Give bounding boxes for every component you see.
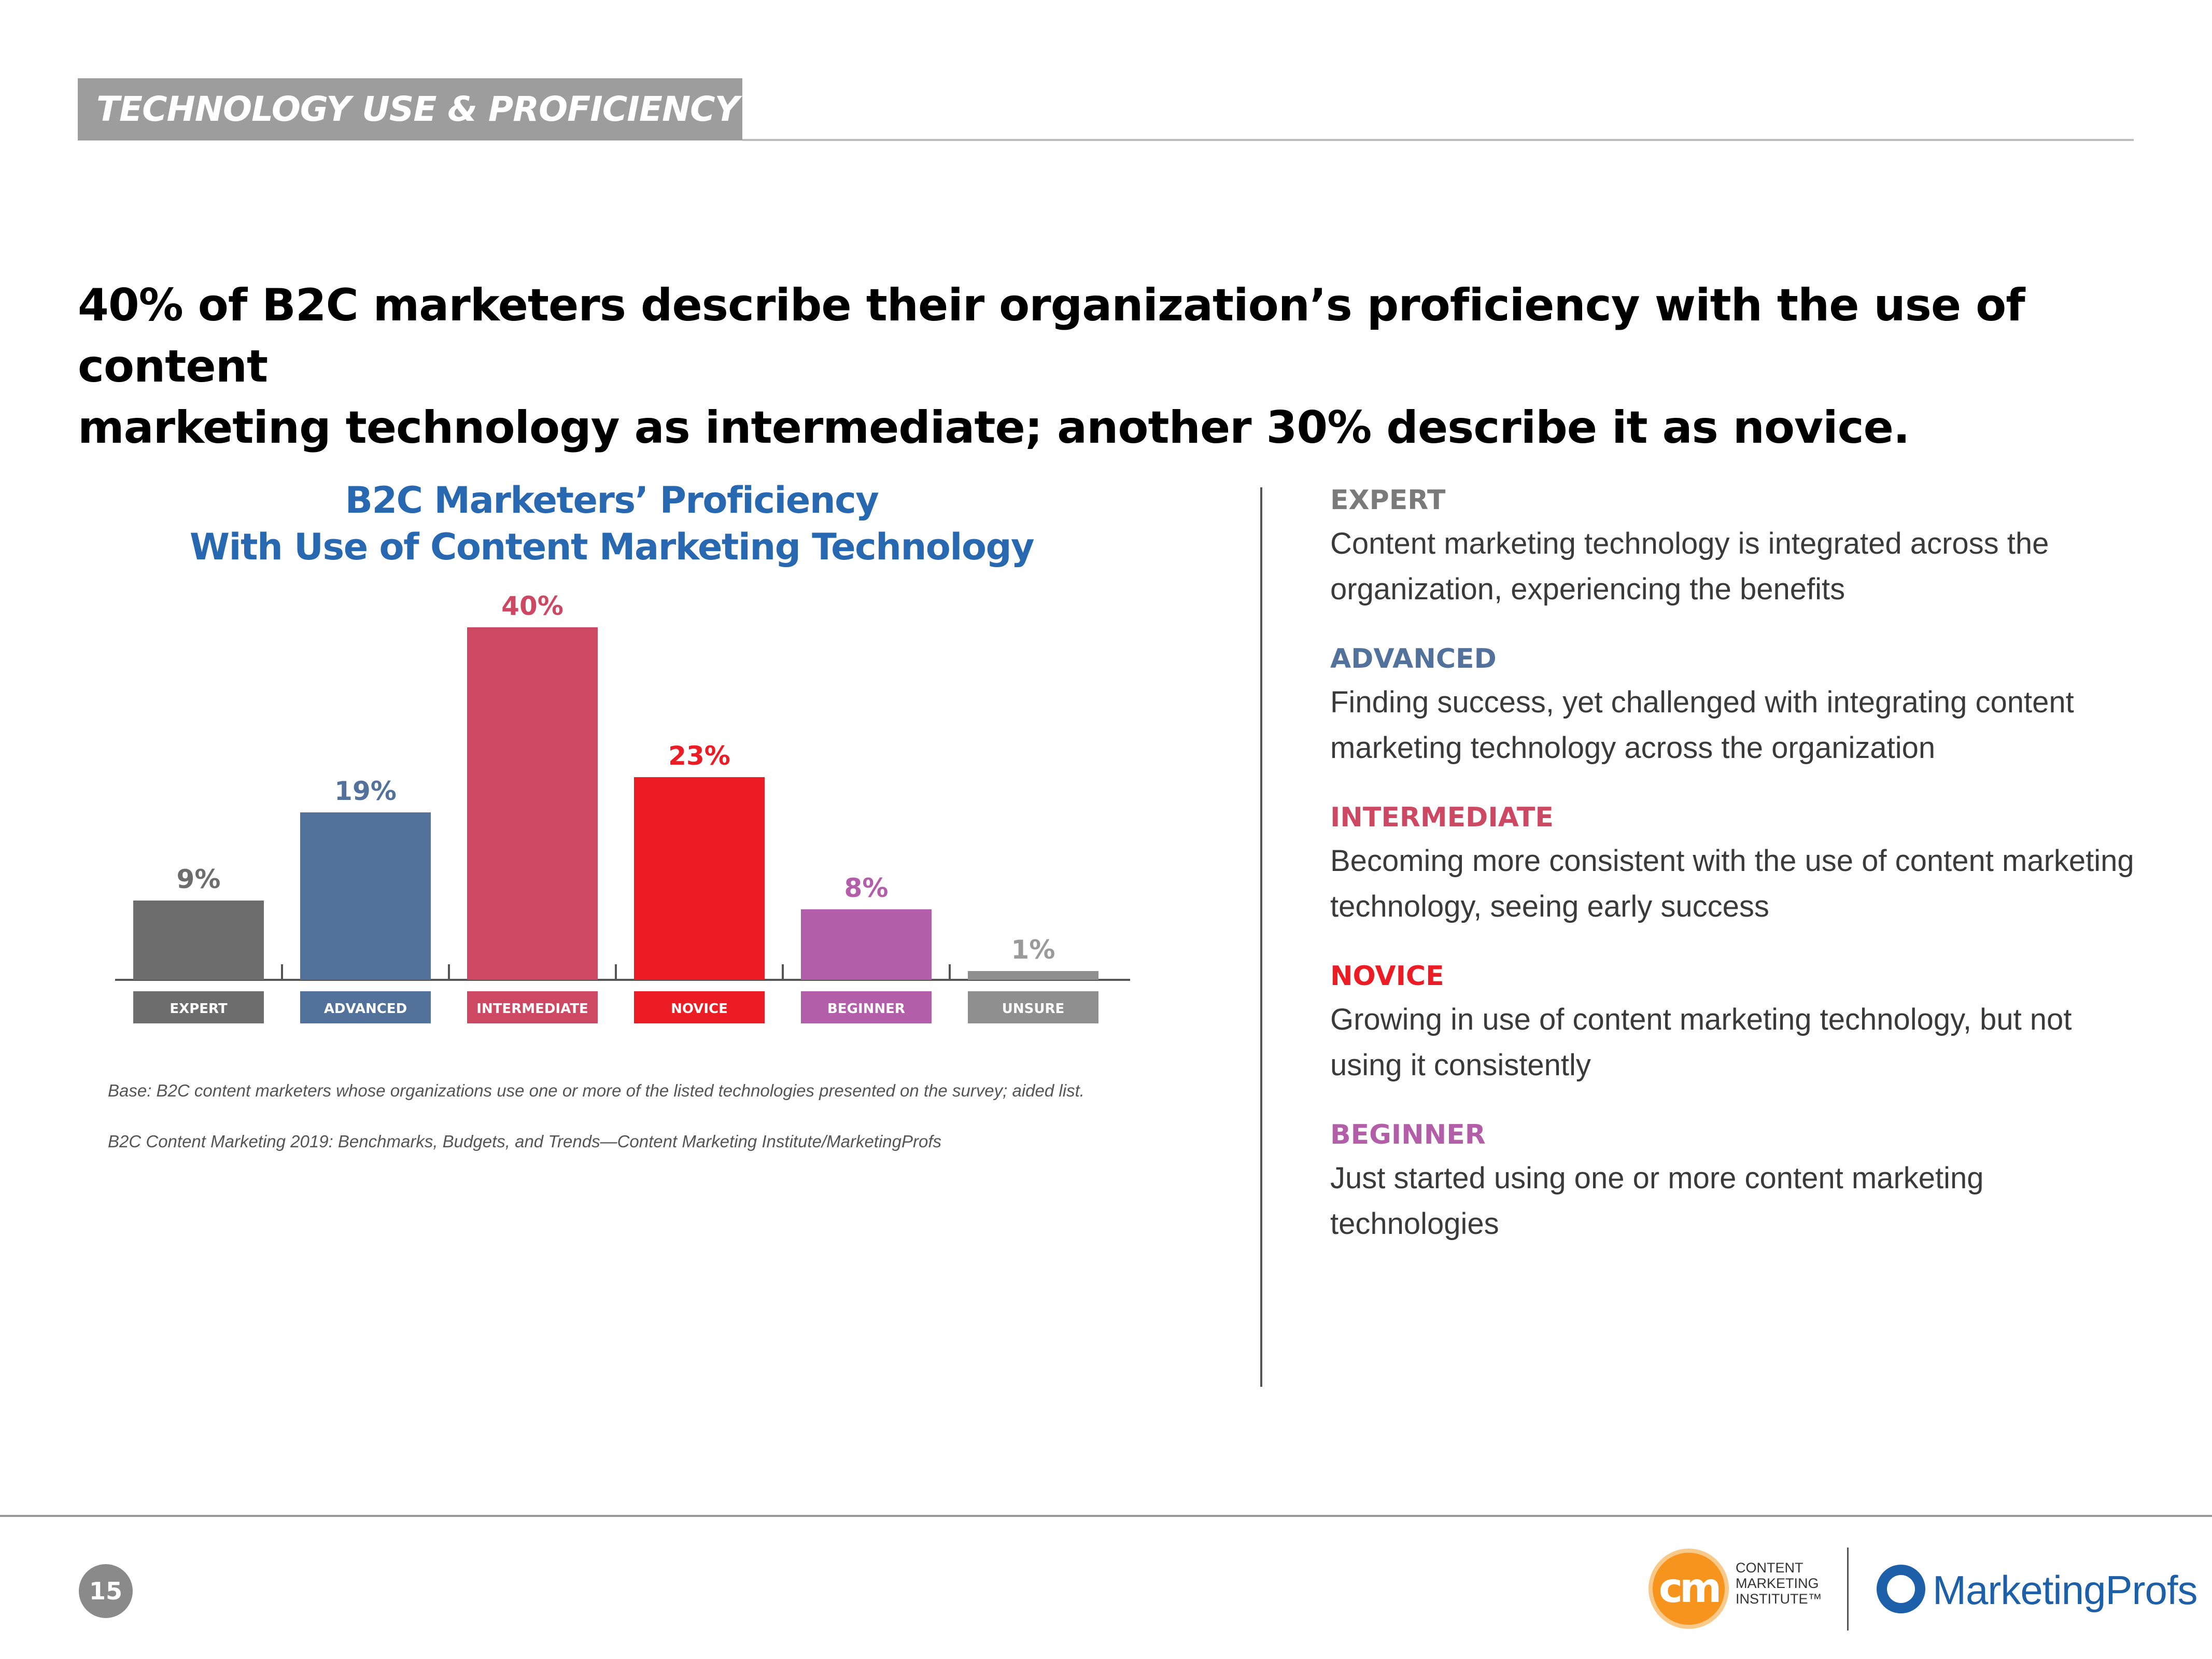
cmi-logo-line-2: MARKETING: [1736, 1576, 1819, 1591]
section-title: TECHNOLOGY USE & PROFICIENCY: [78, 78, 742, 140]
column-divider: [1260, 487, 1262, 1387]
bar-novice: [634, 777, 765, 980]
bar-expert: [133, 901, 264, 980]
definition-expert: EXPERT Content marketing technology is in…: [1330, 480, 2139, 612]
definition-text: Content marketing technology is integrat…: [1330, 527, 2049, 606]
category-box-novice: [634, 991, 765, 1023]
category-box-beginner: [801, 991, 932, 1023]
bar-beginner: [801, 909, 932, 980]
category-box-expert: [133, 991, 264, 1023]
base-note: Base: B2C content marketers whose organi…: [108, 1081, 1084, 1100]
definition-novice: NOVICE Growing in use of content marketin…: [1330, 955, 2139, 1088]
definition-term: NOVICE: [1330, 961, 1444, 992]
footer-rule: [0, 1515, 2212, 1517]
bar-advanced: [300, 812, 431, 980]
definition-term: ADVANCED: [1330, 643, 1497, 674]
value-label-intermediate: 40%: [501, 591, 563, 621]
category-box-advanced: [300, 991, 431, 1023]
cmi-logo-icon: cm: [1649, 1549, 1729, 1629]
cmi-logo-line-3: INSTITUTE™: [1736, 1591, 1822, 1607]
cmi-logo-line-1: CONTENT: [1736, 1560, 1804, 1576]
page-number: 15: [79, 1564, 133, 1618]
tick-label-unsure: UNSURE: [1002, 1001, 1065, 1017]
header-rule: [742, 139, 2134, 141]
tick-label-advanced: ADVANCED: [324, 1001, 407, 1017]
chart-title: B2C Marketers’ Proficiency With Use of C…: [83, 477, 1140, 570]
marketingprofs-logo-icon: [1877, 1565, 1925, 1613]
marketingprofs-logo: MarketingProfs: [1877, 1560, 2198, 1618]
tick-label-novice: NOVICE: [671, 1001, 728, 1017]
value-label-beginner: 8%: [844, 873, 889, 903]
definition-text: Growing in use of content marketing tech…: [1330, 1003, 2072, 1082]
headline-line-2: marketing technology as intermediate; an…: [78, 402, 1910, 454]
definition-text: Finding success, yet challenged with int…: [1330, 685, 2074, 765]
source-note: B2C Content Marketing 2019: Benchmarks, …: [108, 1132, 942, 1151]
definition-term: BEGINNER: [1330, 1119, 1486, 1150]
definition-term: INTERMEDIATE: [1330, 802, 1554, 833]
headline: 40% of B2C marketers describe their orga…: [78, 275, 2100, 458]
definition-term: EXPERT: [1330, 485, 1446, 516]
tick-label-intermediate: INTERMEDIATE: [476, 1001, 588, 1017]
definitions-list: EXPERT Content marketing technology is in…: [1330, 480, 2139, 1273]
cmi-logo-text: CONTENT MARKETING INSTITUTE™: [1736, 1560, 1839, 1607]
logo-separator: [1847, 1548, 1849, 1630]
definition-beginner: BEGINNER Just started using one or more c…: [1330, 1114, 2139, 1247]
value-label-novice: 23%: [668, 741, 730, 771]
chart-title-line-1: B2C Marketers’ Proficiency: [345, 479, 879, 522]
chart-title-line-2: With Use of Content Marketing Technology: [189, 526, 1035, 568]
definition-text: Just started using one or more content m…: [1330, 1161, 1984, 1241]
definition-advanced: ADVANCED Finding success, yet challenged …: [1330, 638, 2139, 771]
value-label-expert: 9%: [177, 864, 221, 894]
value-label-unsure: 1%: [1011, 935, 1055, 965]
tick-label-beginner: BEGINNER: [827, 1001, 905, 1017]
headline-line-1: 40% of B2C marketers describe their orga…: [78, 279, 2025, 392]
definition-text: Becoming more consistent with the use of…: [1330, 844, 2134, 923]
category-box-unsure: [968, 991, 1098, 1023]
bar-intermediate: [467, 627, 598, 980]
definition-intermediate: INTERMEDIATE Becoming more consistent wit…: [1330, 797, 2139, 930]
cmi-logo: cm CONTENT MARKETING INSTITUTE™: [1649, 1548, 1825, 1630]
value-label-advanced: 19%: [334, 776, 397, 806]
tick-label-expert: EXPERT: [170, 1001, 227, 1017]
marketingprofs-logo-text: MarketingProfs: [1933, 1567, 2198, 1613]
bar-unsure: [968, 971, 1098, 980]
category-box-intermediate: [467, 991, 598, 1023]
